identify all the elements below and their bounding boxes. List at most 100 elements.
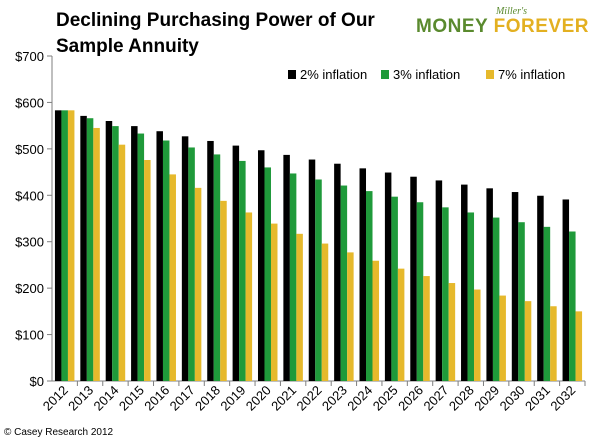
chart-title-line-2: Sample Annuity [56, 36, 199, 57]
x-tick-label: 2020 [243, 383, 274, 414]
bar-2-inflation [384, 172, 392, 381]
x-tick-label: 2024 [344, 383, 375, 414]
bar-7-inflation [144, 160, 151, 381]
bar-2-inflation [511, 192, 519, 381]
bar-7-inflation [550, 306, 557, 381]
y-tick-label: $700 [15, 49, 44, 64]
bar-2-inflation [283, 154, 290, 381]
chart-title-line-1: Declining Purchasing Power of Our [56, 10, 375, 31]
bar-3-inflation [188, 147, 195, 381]
bar-2-inflation [308, 159, 316, 381]
bar-3-inflation [112, 126, 119, 381]
bar-2-inflation [131, 126, 138, 381]
x-tick-label: 2026 [395, 383, 426, 414]
legend-label: 2% inflation [300, 67, 367, 82]
y-tick-label: $500 [15, 142, 44, 157]
x-tick-label: 2018 [192, 383, 223, 414]
chart-title: Declining Purchasing Power of Our Sample… [56, 8, 456, 60]
logo-word-forever: FOREVER [493, 16, 589, 37]
logo-word-money: MONEY [416, 16, 488, 37]
bar-2-inflation [232, 145, 240, 381]
bar-2-inflation [207, 140, 214, 381]
x-tick-label: 2021 [268, 383, 299, 414]
bar-3-inflation [492, 217, 500, 381]
bar-7-inflation [67, 110, 75, 382]
logo-small-text: Miller's [495, 6, 527, 17]
y-tick-label: $0 [30, 374, 44, 389]
bar-3-inflation [315, 179, 322, 381]
bar-7-inflation [524, 301, 532, 381]
bar-3-inflation [213, 154, 221, 381]
x-tick-label: 2028 [446, 383, 477, 414]
bar-3-inflation [86, 118, 94, 381]
x-tick-label: 2023 [319, 383, 350, 414]
x-tick-label: 2019 [217, 383, 248, 414]
x-tick-label: 2031 [522, 383, 553, 414]
x-tick-label: 2030 [497, 383, 528, 414]
millers-money-forever-logo: Miller's MONEY FOREVER [416, 6, 589, 42]
bar-2-inflation [537, 195, 544, 381]
bar-2-inflation [562, 199, 570, 381]
x-tick-label: 2012 [40, 383, 71, 414]
bar-2-inflation [54, 110, 62, 382]
bar-3-inflation [61, 110, 68, 382]
legend-swatch [288, 70, 296, 79]
bar-7-inflation [245, 212, 253, 381]
legend-swatch [486, 70, 494, 79]
bar-3-inflation [289, 173, 297, 381]
x-tick-label: 2027 [420, 383, 451, 414]
bar-3-inflation [391, 196, 398, 381]
bar-2-inflation [257, 150, 265, 381]
bar-2-inflation [486, 188, 493, 381]
bar-3-inflation [442, 207, 449, 381]
x-tick-label: 2017 [167, 383, 198, 414]
x-tick-label: 2032 [547, 383, 578, 414]
legend-label: 7% inflation [498, 67, 565, 82]
bar-7-inflation [296, 233, 303, 381]
bar-2-inflation [181, 136, 189, 381]
x-tick-label: 2022 [294, 383, 325, 414]
legend-swatch [381, 70, 389, 79]
x-tick-label: 2014 [91, 383, 122, 414]
bar-7-inflation [372, 260, 380, 381]
bar-7-inflation [93, 127, 100, 381]
bar-3-inflation [239, 160, 246, 381]
logo-main-text: MONEY FOREVER [416, 16, 589, 38]
bar-7-inflation [448, 283, 456, 381]
bar-2-inflation [410, 176, 417, 381]
bar-3-inflation [340, 185, 348, 381]
bar-7-inflation [270, 223, 278, 381]
bar-2-inflation [105, 121, 113, 381]
x-tick-label: 2015 [116, 383, 147, 414]
bar-7-inflation [575, 311, 583, 381]
y-tick-label: $200 [15, 281, 44, 296]
bar-7-inflation [474, 289, 481, 381]
bar-2-inflation [156, 131, 163, 381]
bar-2-inflation [435, 180, 443, 381]
y-tick-label: $100 [15, 328, 44, 343]
legend-label: 3% inflation [393, 67, 460, 82]
bar-2-inflation [334, 163, 341, 381]
bar-3-inflation [416, 202, 424, 381]
bar-7-inflation [347, 252, 354, 381]
copyright-notice: © Casey Research 2012 [4, 427, 114, 438]
y-tick-label: $600 [15, 95, 44, 110]
x-tick-label: 2025 [370, 383, 401, 414]
bar-3-inflation [264, 167, 271, 381]
x-tick-label: 2013 [65, 383, 96, 414]
bar-2-inflation [80, 115, 87, 382]
y-tick-label: $300 [15, 235, 44, 250]
bar-3-inflation [467, 212, 475, 381]
bar-2-inflation [461, 184, 468, 381]
bar-7-inflation [220, 200, 227, 381]
bar-7-inflation [194, 187, 202, 381]
bar-2-inflation [359, 168, 367, 381]
bar-7-inflation [118, 144, 126, 381]
bar-7-inflation [169, 174, 176, 381]
bar-3-inflation [543, 226, 551, 381]
bar-7-inflation [423, 276, 430, 381]
bar-3-inflation [137, 133, 145, 381]
y-tick-label: $400 [15, 188, 44, 203]
bar-3-inflation [162, 140, 170, 381]
